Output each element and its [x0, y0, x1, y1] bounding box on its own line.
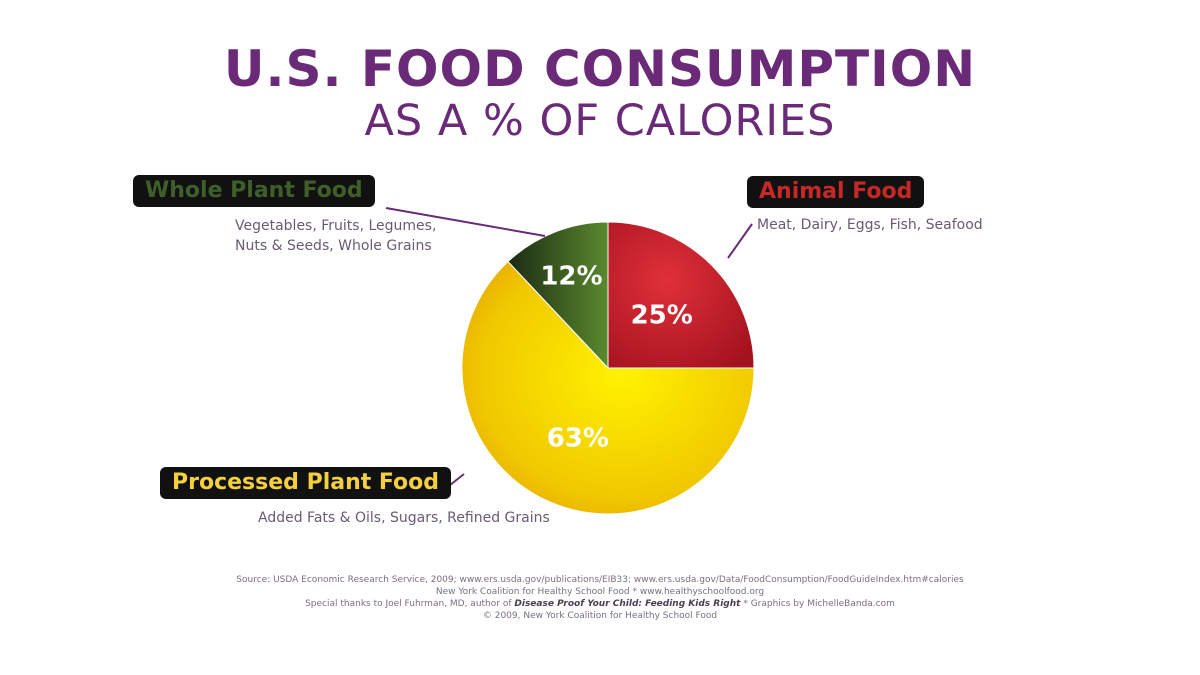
pie-label-animal-food: 25%: [631, 300, 693, 330]
legend-label-whole-plant-food: Whole Plant Food: [133, 175, 375, 207]
pie-label-whole-plant-food: 12%: [540, 262, 602, 292]
leader-line-animal: [727, 223, 753, 259]
chart-title: U.S. FOOD CONSUMPTION: [223, 40, 977, 98]
legend-label-animal-food: Animal Food: [747, 176, 925, 208]
source-line-1: Source: USDA Economic Research Service, …: [236, 575, 964, 585]
pie-slice-processed-plant-food: [461, 260, 755, 515]
book-title: Disease Proof Your Child: Feeding Kids R…: [514, 599, 741, 609]
leader-line-whole-plant: [385, 207, 546, 237]
legend-label-processed-plant-food: Processed Plant Food: [160, 467, 452, 499]
pie-slice-animal-food: [607, 221, 755, 369]
processed-plant-food-description: Added Fats & Oils, Sugars, Refined Grain…: [258, 510, 550, 526]
source-line-4: © 2009, New York Coalition for Healthy S…: [482, 611, 718, 621]
pie-label-processed-plant-food: 63%: [547, 424, 609, 454]
source-line-2: New York Coalition for Healthy School Fo…: [435, 587, 765, 597]
chart-subtitle: AS A % OF CALORIES: [364, 96, 836, 146]
source-line-3: Special thanks to Joel Fuhrman, MD, auth…: [305, 599, 895, 609]
whole-plant-food-description: Vegetables, Fruits, Legumes, Nuts & Seed…: [235, 218, 437, 254]
animal-food-description: Meat, Dairy, Eggs, Fish, Seafood: [757, 217, 983, 233]
source-credits: Source: USDA Economic Research Service, …: [0, 574, 1200, 622]
pie-slice-whole-plant-food: [507, 221, 609, 370]
